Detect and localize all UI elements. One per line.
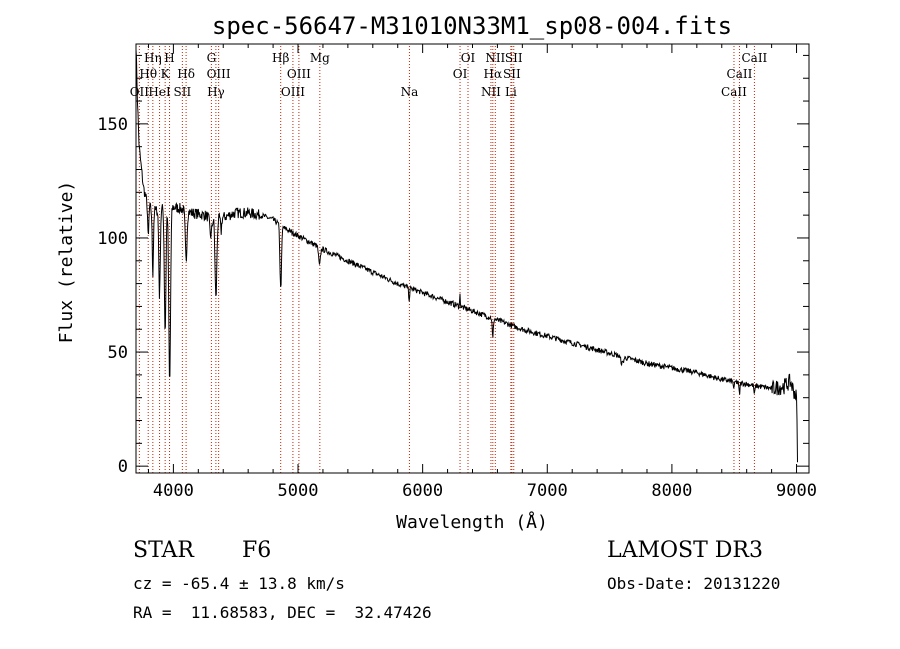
spectral-line-label: CaII [741, 51, 767, 65]
spectral-line-label: OI [461, 51, 476, 65]
x-tick-label: 6000 [402, 481, 443, 501]
redshift-text: cz = -65.4 ± 13.8 km/s [133, 574, 345, 593]
spectrum-chart: spec-56647-M31010N33M1_sp08-004.fits OII… [56, 12, 817, 533]
spectral-line-markers [138, 46, 755, 473]
spectral-line-label: Na [401, 85, 419, 99]
object-subclass: F6 [242, 538, 272, 563]
x-tick-label: 4000 [153, 481, 194, 501]
y-tick-label: 0 [118, 457, 128, 477]
y-tick-label: 100 [97, 229, 128, 249]
spectrum-curve [135, 49, 798, 463]
spectral-line-label: OII [130, 85, 150, 99]
survey-label: LAMOST DR3 [607, 538, 763, 563]
spectral-line-label: Hδ [177, 67, 195, 81]
spectral-line-label: SII [505, 51, 523, 65]
spectral-line-label: NII [485, 51, 505, 65]
spectral-line-label: SII [174, 85, 192, 99]
spectral-line-label: Hη [144, 51, 162, 65]
spectral-line-label: SII [503, 67, 521, 81]
coordinates-text: RA = 11.68583, DEC = 32.47426 [133, 603, 432, 622]
spectral-line-labels: OII Hθ Hη HeI KH SII Hδ G Hγ OIII Hβ OIII OIII Mg Na OI… [130, 51, 768, 99]
x-tick-label: 7000 [527, 481, 568, 501]
obs-date: Obs-Date: 20131220 [607, 574, 781, 593]
object-class: STAR [133, 538, 194, 563]
x-tick-label: 5000 [278, 481, 319, 501]
plot-frame [135, 43, 810, 474]
spectral-line-label: Hα [484, 67, 503, 81]
spectral-line-label: Hβ [272, 51, 289, 65]
spectral-line-label: CaII [727, 67, 753, 81]
spectral-line-label: NII [481, 85, 501, 99]
spectral-line-label: Li [505, 85, 517, 99]
spectral-line-label: OI [453, 67, 468, 81]
spectral-line-label: G [207, 51, 217, 65]
spectral-line-label: Mg [310, 51, 330, 65]
axis-ticks [136, 44, 809, 473]
x-tick-label: 9000 [776, 481, 817, 501]
x-axis-label: Wavelength (Å) [396, 511, 548, 533]
y-tick-label: 50 [108, 343, 128, 363]
y-tick-label: 150 [97, 115, 128, 135]
spectral-line-label: OIII [281, 85, 305, 99]
chart-title: spec-56647-M31010N33M1_sp08-004.fits [212, 12, 732, 40]
spectral-line-label: OIII [287, 67, 311, 81]
spectral-line-label: CaII [721, 85, 747, 99]
y-axis-label: Flux (relative) [56, 181, 77, 344]
axis-tick-labels: 4000 5000 6000 7000 8000 9000 0 50 100 150 [97, 115, 817, 501]
spectral-line-label: Hθ [139, 67, 157, 81]
spectral-line-label: HeI [148, 85, 171, 99]
x-tick-label: 8000 [651, 481, 692, 501]
spectral-line-label: Hγ [207, 85, 225, 99]
spectral-line-label: K [161, 67, 171, 81]
spectral-line-label: OIII [207, 67, 231, 81]
spectral-line-label: H [164, 51, 174, 65]
